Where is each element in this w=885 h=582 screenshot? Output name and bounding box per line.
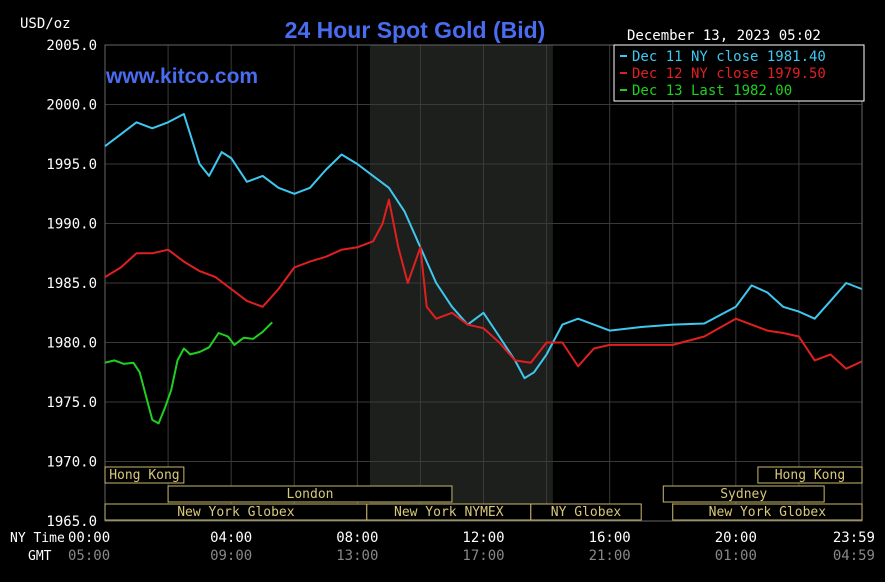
y-tick-label: 1980.0 [46, 336, 97, 352]
session-bar: Hong Kong [757, 466, 863, 484]
x-tick-label-gmt: 09:00 [210, 548, 252, 564]
y-tick-label: 1970.0 [46, 455, 97, 471]
legend-entry: Dec 12 NY close 1979.50 [632, 66, 826, 82]
session-label: New York NYMEX [394, 505, 504, 520]
session-box [672, 503, 863, 521]
x-tick-label-gmt: 13:00 [336, 548, 378, 564]
price-series [104, 113, 863, 425]
timestamp: December 13, 2023 05:02 [627, 28, 821, 44]
x-tick-label-ny: 04:00 [210, 530, 252, 546]
session-label: New York Globex [177, 505, 295, 520]
session-bar: New York Globex [104, 503, 368, 521]
x-tick-label-ny: 20:00 [715, 530, 757, 546]
x-tick-label-gmt: 01:00 [715, 548, 757, 564]
session-box [104, 466, 185, 484]
series-line-2 [104, 198, 863, 370]
session-box [662, 485, 825, 503]
x-tick-label-ny: 16:00 [589, 530, 631, 546]
x-tick-label-gmt: 21:00 [589, 548, 631, 564]
y-tick-label: 1990.0 [46, 217, 97, 233]
x-tick-label-ny: 00:00 [68, 530, 110, 546]
x-tick-label-gmt: 17:00 [462, 548, 504, 564]
x-tick-label-ny: 23:59 [833, 530, 875, 546]
x-row-label-ny: NY Time [10, 531, 65, 546]
session-box [757, 466, 863, 484]
session-box [530, 503, 642, 521]
legend-entry: Dec 13 Last 1982.00 [632, 83, 792, 99]
chart-title: 24 Hour Spot Gold (Bid) [285, 17, 546, 43]
session-label: New York Globex [709, 505, 827, 520]
x-tick-label-gmt: 05:00 [68, 548, 110, 564]
session-bar: Hong Kong [104, 466, 185, 484]
session-label: Sydney [720, 487, 767, 502]
session-label: Hong Kong [109, 468, 179, 483]
session-label: Hong Kong [775, 468, 845, 483]
y-tick-label: 1965.0 [46, 514, 97, 530]
watermark-url: www.kitco.com [105, 65, 258, 88]
x-tick-label-gmt: 04:59 [833, 548, 875, 564]
session-bar: London [167, 485, 453, 503]
x-tick-label-ny: 08:00 [336, 530, 378, 546]
session-bar: New York NYMEX [366, 503, 532, 521]
y-tick-label: 1985.0 [46, 276, 97, 292]
grid-lines [104, 44, 863, 522]
y-tick-label: 2005.0 [46, 38, 97, 54]
session-bar: New York Globex [672, 503, 863, 521]
x-tick-label-ny: 12:00 [462, 530, 504, 546]
y-tick-label: 2000.0 [46, 98, 97, 114]
session-box [167, 485, 453, 503]
y-tick-label: 1975.0 [46, 395, 97, 411]
series-line-3 [104, 321, 273, 425]
y-tick-label: 1995.0 [46, 157, 97, 173]
x-axis: 00:00 04:00 08:00 12:00 16:00 20:00 23:59 05:00… [68, 530, 875, 564]
legend-entry: Dec 11 NY close 1981.40 [632, 49, 826, 65]
y-axis-label: USD/oz [20, 16, 71, 32]
y-axis: 2005.0 2000.0 1995.0 1990.0 1985.0 1980.0 1975… [46, 38, 97, 530]
plot-border [104, 44, 863, 522]
x-row-label-gmt: GMT [28, 549, 52, 564]
session-bar: Sydney [662, 485, 825, 503]
series-line-1 [104, 113, 863, 380]
session-bar: NY Globex [530, 503, 642, 521]
market-sessions: Hong Kong Hong Kong London Sydney New York G… [104, 466, 863, 521]
session-label: NY Globex [551, 505, 622, 520]
session-label: London [287, 487, 334, 502]
